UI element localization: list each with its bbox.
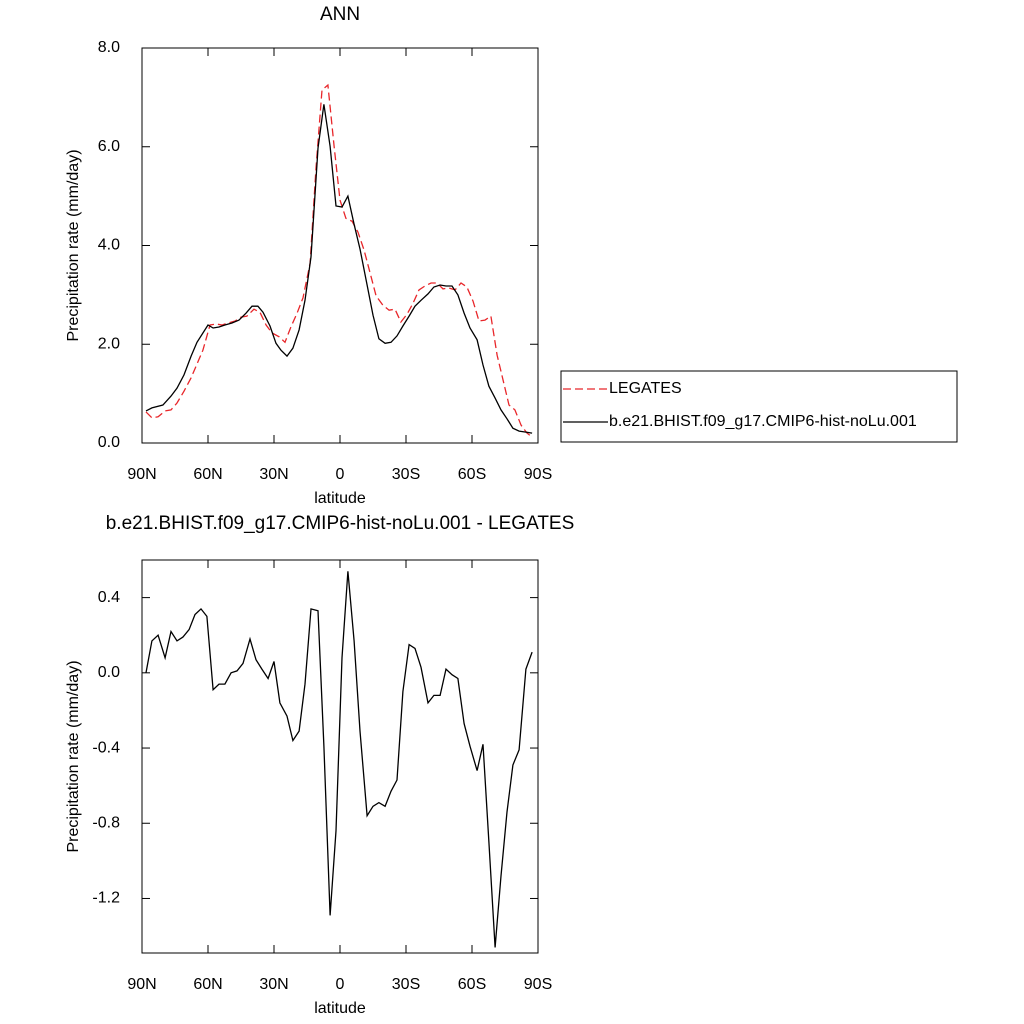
x-tick-label: 60S: [458, 976, 486, 993]
y-axis-label: Precipitation rate (mm/day): [65, 149, 82, 341]
y-tick-label: 0.0: [98, 434, 120, 451]
x-axis-label: latitude: [314, 490, 366, 507]
y-tick-label: 8.0: [98, 39, 120, 56]
x-tick-label: 30N: [259, 466, 288, 483]
y-axis-label: Precipitation rate (mm/day): [65, 660, 82, 852]
legend-box: [560, 370, 958, 443]
y-tick-label: 0.0: [98, 664, 120, 681]
x-tick-label: 60S: [458, 466, 486, 483]
x-tick-label: 90N: [127, 466, 156, 483]
x-tick-label: 30S: [392, 976, 420, 993]
x-tick-label: 30N: [259, 976, 288, 993]
plot-frame: [141, 47, 539, 444]
legend-label: b.e21.BHIST.f09_g17.CMIP6-hist-noLu.001: [609, 413, 917, 430]
y-tick-label: -0.4: [92, 739, 120, 756]
x-tick-label: 0: [336, 976, 345, 993]
x-tick-label: 60N: [193, 976, 222, 993]
y-tick-label: -0.8: [92, 814, 120, 831]
chart-title: b.e21.BHIST.f09_g17.CMIP6-hist-noLu.001 …: [106, 513, 575, 534]
x-tick-label: 60N: [193, 466, 222, 483]
x-tick-label: 90N: [127, 976, 156, 993]
data-line: [145, 83, 533, 438]
y-tick-label: -1.2: [92, 890, 120, 907]
x-tick-label: 0: [336, 466, 345, 483]
chart-title: ANN: [320, 4, 360, 25]
legend-label: LEGATES: [609, 380, 682, 397]
y-tick-label: 0.4: [98, 589, 120, 606]
data-line: [145, 571, 533, 948]
plot-frame: [141, 559, 539, 954]
x-tick-label: 30S: [392, 466, 420, 483]
y-tick-label: 2.0: [98, 335, 120, 352]
x-tick-label: 90S: [524, 976, 552, 993]
x-axis-label: latitude: [314, 1000, 366, 1017]
x-tick-label: 90S: [524, 466, 552, 483]
y-tick-label: 6.0: [98, 138, 120, 155]
data-line: [145, 104, 533, 434]
y-tick-label: 4.0: [98, 237, 120, 254]
